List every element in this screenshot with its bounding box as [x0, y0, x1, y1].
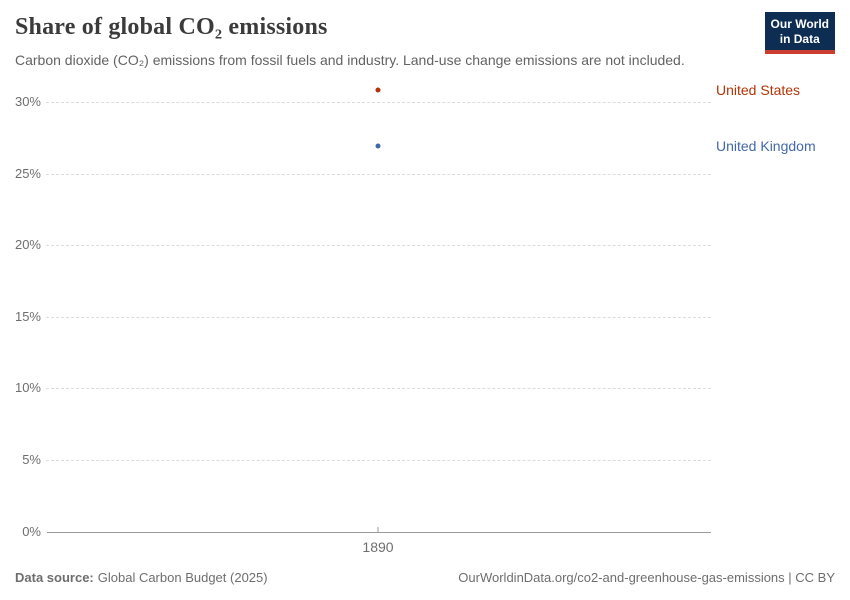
y-gridline: [46, 173, 711, 175]
y-gridline: [46, 316, 711, 318]
series-label-united-kingdom[interactable]: United Kingdom: [716, 138, 816, 155]
license-link[interactable]: OurWorldinData.org/co2-and-greenhouse-ga…: [458, 570, 835, 585]
chart-title: Share of global CO₂ emissions: [15, 14, 328, 40]
data-source-value: Global Carbon Budget (2025): [97, 570, 268, 585]
y-axis-tick-label: 20%: [14, 237, 41, 253]
owid-logo-line2: in Data: [779, 32, 820, 46]
y-axis-tick-label: 30%: [14, 93, 41, 109]
x-axis-line: [47, 531, 711, 533]
y-gridline: [46, 245, 711, 247]
owid-logo-line1: Our World: [770, 17, 829, 31]
y-gridline: [46, 459, 711, 461]
y-axis-tick-label: 0%: [22, 523, 41, 539]
y-axis-tick-label: 15%: [14, 308, 41, 324]
y-axis-tick-label: 5%: [22, 451, 41, 467]
series-label-united-states[interactable]: United States: [716, 82, 801, 99]
data-point-united-states[interactable]: [375, 87, 381, 93]
y-gridline: [46, 388, 711, 390]
data-source-note: Data source: Global Carbon Budget (2025): [15, 570, 268, 585]
x-axis-tick: [377, 526, 379, 532]
y-axis-tick-label: 10%: [14, 380, 41, 396]
data-point-united-kingdom[interactable]: [375, 143, 381, 149]
owid-logo[interactable]: Our World in Data: [764, 12, 835, 54]
chart-subtitle: Carbon dioxide (CO₂) emissions from foss…: [15, 52, 685, 68]
y-gridline: [46, 101, 711, 103]
y-axis-tick-label: 25%: [14, 165, 41, 181]
x-axis-tick-label: 1890: [362, 538, 394, 555]
data-source-label: Data source:: [15, 570, 94, 585]
